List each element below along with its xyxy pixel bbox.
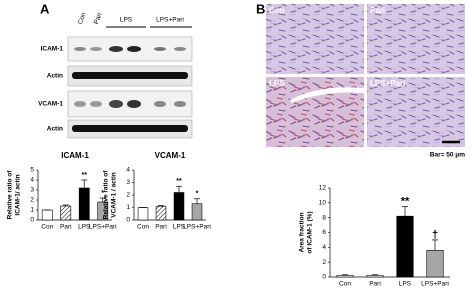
y-axis-label: ICAM-1/ actin <box>15 174 22 215</box>
y-tick-label: 2 <box>126 192 130 199</box>
y-axis-label: Area fraction <box>299 212 306 252</box>
significance-marker: ** <box>176 178 182 185</box>
micrograph <box>367 4 465 74</box>
lane-label: LPS <box>120 17 133 24</box>
x-tick-label: LPS <box>399 281 412 288</box>
y-tick-label: 0 <box>30 217 34 224</box>
y-tick-label: 3 <box>126 179 130 186</box>
bar <box>155 205 167 221</box>
x-tick-label: Pari <box>60 224 72 231</box>
blot-row-label: ICAM-1 <box>41 46 64 53</box>
x-tick-label: Con <box>41 224 53 231</box>
panel-b: B Con Pari LPS LPS+Pari Bar= 50 μm <box>256 1 465 158</box>
y-axis-label: of ICAM-1 (%) <box>307 211 314 253</box>
y-tick-label: 0 <box>126 217 130 224</box>
panel-label: B <box>256 1 265 16</box>
bar <box>336 275 354 278</box>
y-tick-label: 4 <box>126 167 130 174</box>
bar <box>191 203 203 221</box>
x-tick-label: Con <box>137 224 149 231</box>
image-label: LPS+Pari <box>370 79 405 88</box>
y-axis-label: Relative ratio of <box>103 170 110 220</box>
chart-title: VCAM-1 <box>155 151 186 160</box>
x-tick-label: LPS+Pari <box>183 224 211 231</box>
blot-row-label: Actin <box>47 73 63 80</box>
y-axis-label: Relative ratio of <box>7 170 14 220</box>
x-tick-label: LPS <box>173 224 186 231</box>
micrograph <box>266 4 364 74</box>
bar <box>426 250 444 278</box>
bar <box>173 192 185 221</box>
lane-label: LPS+Pari <box>156 17 184 24</box>
y-tick-label: 10 <box>319 200 327 207</box>
bar <box>41 209 53 221</box>
y-tick-label: 12 <box>319 185 327 192</box>
x-tick-label: Pari <box>369 281 381 288</box>
bar <box>366 275 384 278</box>
micrograph <box>367 77 465 147</box>
blot-row-label: Actin <box>47 126 63 133</box>
panel-a: A Con Pari LPS LPS+Pari ICAM-1 Actin VCA… <box>38 1 193 139</box>
y-tick-label: 0 <box>322 274 326 281</box>
y-axis-label: VCAM-1 / actin <box>111 172 118 218</box>
bar <box>60 205 72 221</box>
x-tick-label: Pari <box>155 224 167 231</box>
y-tick-label: 1 <box>30 207 34 214</box>
y-tick-label: 4 <box>30 177 34 184</box>
blot-row-label: VCAM-1 <box>38 101 63 108</box>
x-tick-label: LPS <box>78 224 91 231</box>
y-tick-label: 1 <box>126 204 130 211</box>
image-label: Pari <box>370 6 385 15</box>
y-tick-label: 4 <box>322 244 326 251</box>
chart-title: ICAM-1 <box>61 151 89 160</box>
lane-label: Pari <box>93 12 104 25</box>
scale-bar-label: Bar= 50 μm <box>430 152 465 159</box>
significance-marker: † <box>432 229 438 241</box>
y-tick-label: 5 <box>30 167 34 174</box>
y-tick-label: 8 <box>322 214 326 221</box>
bar <box>137 207 149 221</box>
tissue-gap <box>290 87 364 103</box>
significance-marker: ** <box>401 195 410 207</box>
y-tick-label: 6 <box>322 229 326 236</box>
significance-marker: * <box>196 191 199 198</box>
x-tick-label: Con <box>339 281 351 288</box>
y-tick-label: 3 <box>30 187 34 194</box>
significance-marker: * <box>101 190 104 197</box>
image-label: LPS <box>269 79 285 88</box>
lane-label: Con <box>77 11 88 25</box>
significance-marker: ** <box>82 172 88 179</box>
blot <box>67 36 193 139</box>
y-tick-label: 2 <box>322 259 326 266</box>
bar <box>396 215 414 278</box>
panel-label: A <box>40 1 50 16</box>
x-tick-label: LPS+Pari <box>421 281 449 288</box>
bar <box>78 187 90 221</box>
y-tick-label: 2 <box>30 197 34 204</box>
x-tick-label: LPS+Pari <box>89 224 117 231</box>
image-label: Con <box>269 6 285 15</box>
